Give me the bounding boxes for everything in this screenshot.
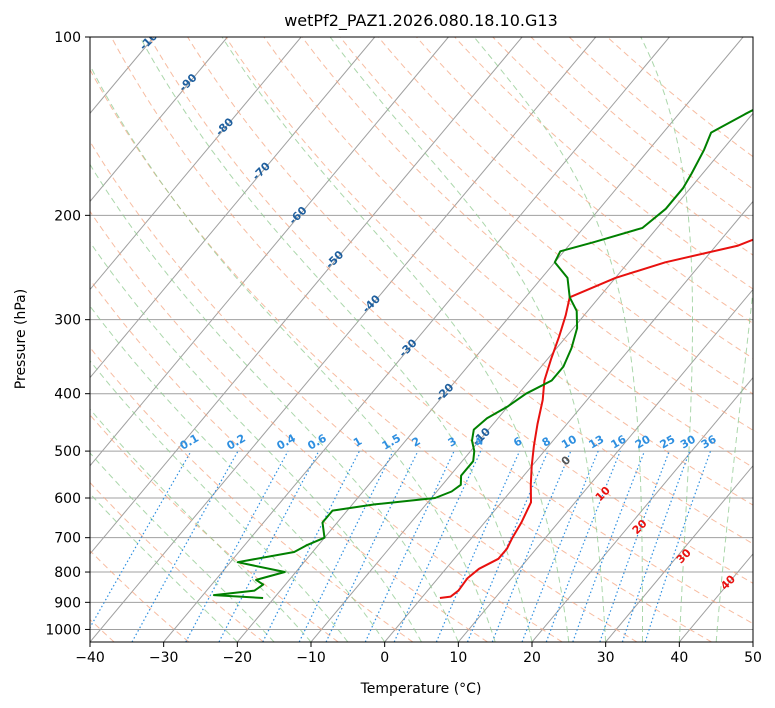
temperature-profile-line xyxy=(439,238,753,599)
moist-adiabat-line xyxy=(473,37,643,642)
plot-frame xyxy=(89,36,754,643)
isotherm-line xyxy=(163,37,670,642)
y-tick-label: 700 xyxy=(54,531,81,547)
dry-adiabat-line xyxy=(225,37,753,506)
pressure-gridlines xyxy=(90,37,753,630)
moist-adiabat-line xyxy=(90,163,459,642)
dry-adiabats xyxy=(90,37,753,642)
dry-adiabat-line xyxy=(90,68,712,642)
y-tick-label: 300 xyxy=(54,313,81,329)
x-tick-label: 50 xyxy=(744,650,762,666)
moist-adiabat-line xyxy=(90,64,496,642)
y-tick-label: 600 xyxy=(54,491,81,507)
mixing-ratio-line xyxy=(599,450,670,642)
mixing-ratio-line xyxy=(621,450,691,642)
dry-adiabat-line xyxy=(530,37,753,223)
dry-adiabat-line xyxy=(90,210,563,642)
y-tick-label: 500 xyxy=(54,444,81,460)
profile-series xyxy=(212,108,753,599)
x-axis-ticks: −40 −30 −20 −10 0 10 20 30 40 50 xyxy=(75,642,762,666)
dry-adiabat-line xyxy=(339,37,753,395)
moist-adiabat-line xyxy=(90,241,422,642)
moist-adiabat-line xyxy=(715,285,753,642)
plot-area: -100-90-80-70-60-50-40-30-20-10010203040… xyxy=(90,37,753,642)
dry-adiabat-line xyxy=(90,346,414,642)
moist-adiabat-line xyxy=(90,408,312,642)
mixing-ratio-line xyxy=(185,450,289,642)
moist-adiabat-line xyxy=(221,37,570,642)
mixing-ratio-lines xyxy=(90,450,712,642)
mixing-ratio-line xyxy=(644,450,712,642)
x-axis-label: Temperature (°C) xyxy=(360,681,482,697)
y-tick-label: 900 xyxy=(54,595,81,611)
y-tick-label: 200 xyxy=(54,208,81,224)
isotherm-line xyxy=(90,37,302,291)
y-tick-label: 100 xyxy=(54,30,81,46)
isotherm-line xyxy=(90,37,376,379)
moist-adiabat-line xyxy=(90,452,275,642)
moist-adiabat-line xyxy=(90,305,386,642)
x-tick-label: −30 xyxy=(149,650,179,666)
isotherm-line xyxy=(384,200,753,642)
dry-adiabat-line xyxy=(90,140,638,642)
dry-adiabat-line xyxy=(187,37,753,545)
isotherm-line xyxy=(531,376,753,642)
moist-adiabat-line xyxy=(139,37,533,642)
mixing-ratio-line xyxy=(364,450,455,642)
isotherm-line xyxy=(605,464,753,642)
y-tick-label: 1000 xyxy=(45,622,81,638)
dry-adiabat-line xyxy=(416,37,753,324)
dry-adiabat-line xyxy=(90,481,264,642)
x-tick-label: 0 xyxy=(380,650,389,666)
y-axis-ticks: 100 200 300 400 500 600 700 800 900 1000 xyxy=(45,30,90,638)
isotherm-line xyxy=(457,288,753,642)
isotherms xyxy=(90,37,753,642)
mixing-ratio-line xyxy=(466,450,549,642)
dry-adiabat-line xyxy=(606,37,753,158)
mixing-ratio-line xyxy=(325,450,419,642)
isotherm-line xyxy=(90,37,228,203)
dry-adiabat-line xyxy=(90,278,488,642)
chart-title: wetPf2_PAZ1.2026.080.18.10.G13 xyxy=(284,11,558,31)
isotherm-line xyxy=(90,37,523,555)
moist-adiabat-line xyxy=(329,37,607,642)
mixing-ratio-line xyxy=(90,450,192,629)
dry-adiabat-line xyxy=(568,37,753,190)
moist-adiabat-line xyxy=(90,492,238,642)
moist-adiabat-line xyxy=(640,37,693,642)
dry-adiabat-line xyxy=(110,37,753,625)
dry-adiabat-line xyxy=(301,37,753,431)
dry-adiabat-line xyxy=(148,37,753,584)
y-tick-label: 400 xyxy=(54,387,81,403)
isotherm-line xyxy=(90,37,449,467)
isotherm-line xyxy=(236,37,744,642)
x-tick-label: 30 xyxy=(597,650,615,666)
moist-adiabats xyxy=(90,37,753,642)
x-tick-label: 10 xyxy=(449,650,467,666)
x-tick-label: 20 xyxy=(523,650,541,666)
mixing-ratio-line xyxy=(393,450,482,642)
dewpoint-profile-line xyxy=(212,108,753,599)
mixing-ratio-line xyxy=(435,450,521,642)
moist-adiabat-line xyxy=(90,360,349,642)
mixing-ratio-line xyxy=(298,450,394,642)
y-axis-label: Pressure (hPa) xyxy=(13,289,29,389)
mixing-ratio-line xyxy=(131,450,239,642)
dry-adiabat-line xyxy=(263,37,753,468)
x-tick-label: −40 xyxy=(75,650,105,666)
y-tick-label: 800 xyxy=(54,565,81,581)
x-tick-label: 40 xyxy=(670,650,688,666)
x-tick-label: −20 xyxy=(223,650,253,666)
x-tick-label: −10 xyxy=(296,650,326,666)
dry-adiabat-line xyxy=(378,37,753,359)
